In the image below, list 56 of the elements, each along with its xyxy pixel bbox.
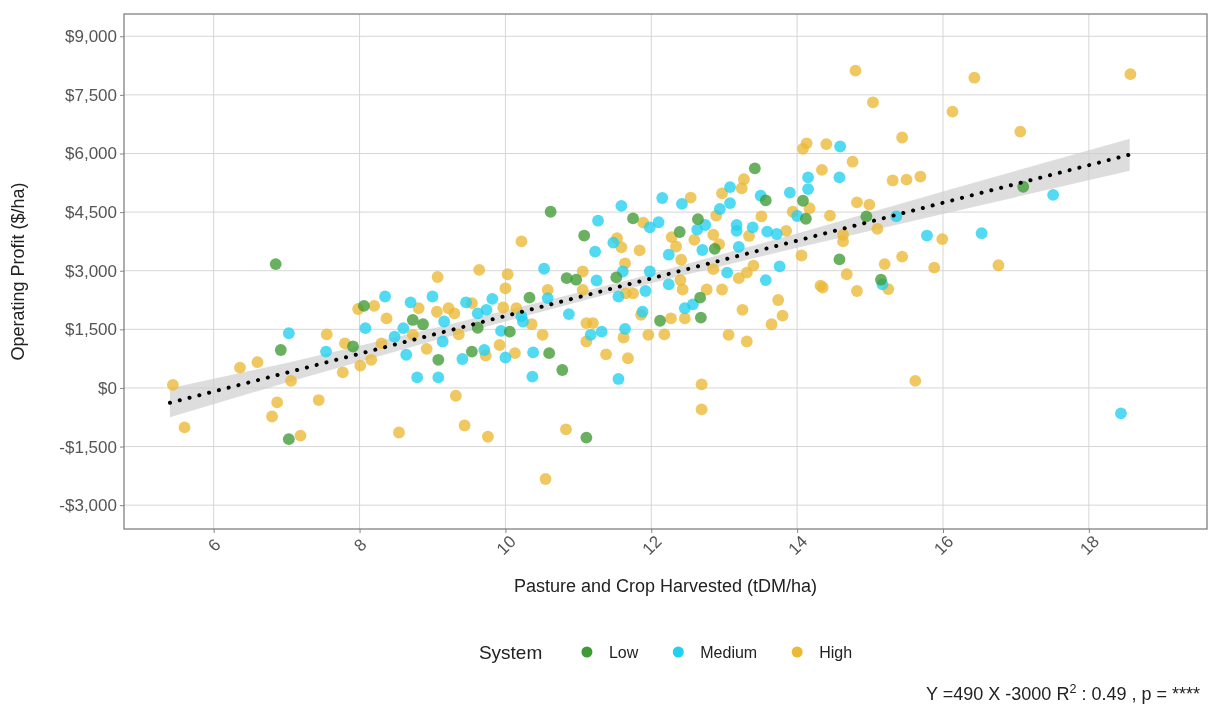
point (282, 433, 295, 446)
y-tick-label: $0 (98, 378, 117, 398)
point (544, 205, 557, 218)
point (358, 299, 370, 312)
point (797, 194, 809, 207)
x-tick-label: 18 (1076, 531, 1104, 559)
point (556, 364, 569, 376)
point (523, 291, 536, 304)
point (570, 273, 583, 286)
point (694, 311, 707, 324)
point (833, 253, 846, 266)
y-tick-label: $1,500 (65, 320, 117, 340)
x-tick-label: 10 (492, 531, 520, 559)
point (610, 271, 623, 284)
y-tick-label: -$3,000 (59, 496, 117, 516)
x-tick-label: 14 (784, 531, 812, 559)
point (627, 212, 639, 225)
point (654, 314, 666, 327)
y-tick-label: $3,000 (65, 261, 117, 281)
y-tick-label: $7,500 (65, 85, 117, 105)
point (748, 162, 761, 175)
y-axis-title: Operating Profit ($/ha) (8, 182, 28, 361)
x-tick-label: 16 (930, 531, 958, 559)
text: Y =490 X -3000 R$^{2}$ : 0.49 , p = **** (926, 682, 1200, 704)
x-tick-label: 12 (638, 531, 666, 559)
point (417, 318, 429, 331)
legend-label: High (819, 643, 853, 661)
x-tick-label: 6 (204, 535, 225, 556)
point (860, 210, 873, 223)
point (432, 353, 445, 366)
point (471, 321, 484, 334)
point (799, 212, 812, 225)
y-tick-label: $9,000 (65, 27, 117, 47)
point (347, 340, 359, 353)
point (759, 194, 772, 207)
point (274, 344, 287, 356)
point (269, 258, 282, 270)
point (543, 347, 556, 360)
y-tick-label: $6,000 (65, 144, 117, 164)
point (708, 242, 721, 255)
point (503, 325, 516, 338)
legend-title: System (478, 641, 543, 663)
y-tick-label: $4,500 (65, 203, 117, 223)
point (673, 226, 686, 238)
point (875, 273, 887, 286)
legend-label: Low (608, 643, 639, 661)
x-axis-title: Pasture and Crop Harvested (tDM/ha) (513, 576, 818, 596)
point (465, 345, 478, 358)
point (406, 314, 419, 326)
point (580, 431, 593, 444)
point (692, 213, 704, 226)
point (694, 291, 707, 304)
point (578, 229, 591, 242)
legend-label: Medium (700, 643, 758, 661)
x-tick-label: 8 (350, 535, 371, 556)
y-tick-label: -$1,500 (59, 437, 117, 457)
